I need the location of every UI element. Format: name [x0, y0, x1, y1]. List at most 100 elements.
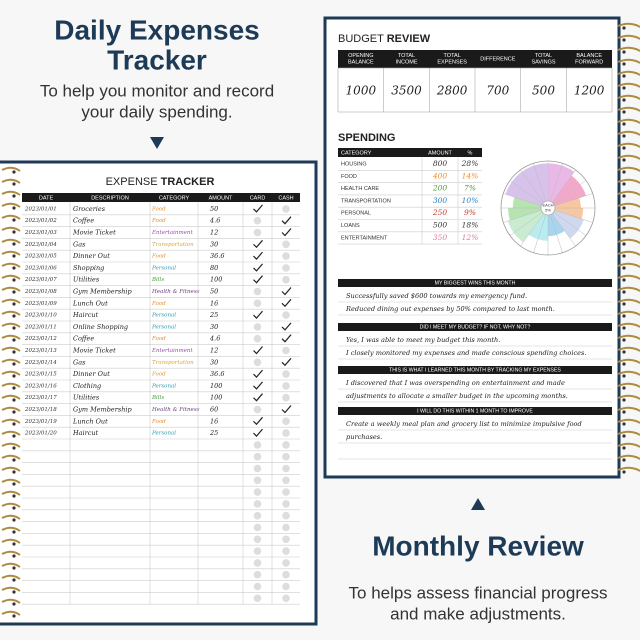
- coil: [1, 310, 21, 316]
- spending-category: ENTERTAINMENT: [341, 235, 388, 241]
- coil: [617, 94, 640, 100]
- date: 2023/01/16: [24, 383, 57, 389]
- wheel-spoke: [533, 207, 549, 253]
- check: [253, 369, 263, 378]
- wheel-fill: [548, 175, 581, 208]
- wheel-spoke: [547, 193, 593, 209]
- section-line: purchases.: [346, 433, 382, 441]
- coil: [617, 226, 640, 232]
- category: Bills: [151, 277, 164, 283]
- column-header: DATE: [39, 195, 54, 201]
- check: [281, 334, 292, 343]
- spending-percent: 10%: [462, 196, 479, 205]
- coil: [617, 406, 640, 412]
- coil: [617, 466, 640, 472]
- amount: 12: [210, 229, 218, 237]
- wheel-fill: [548, 208, 579, 239]
- category: Personal: [151, 265, 176, 271]
- category: Personal: [151, 383, 176, 389]
- coil: [1, 334, 21, 340]
- category: Personal: [151, 313, 176, 319]
- heading-subtitle: and make adjustments.: [390, 604, 566, 623]
- budget-column: TOTAL: [535, 53, 552, 59]
- check-circle: [253, 559, 262, 567]
- left-notebook: [0, 160, 318, 626]
- check-circle: [282, 594, 290, 603]
- check: [253, 239, 263, 249]
- description: Coffee: [73, 335, 94, 343]
- spending-category: HOUSING: [341, 161, 367, 167]
- coil: [617, 274, 640, 280]
- coil-hole: [12, 242, 16, 246]
- wheel-spoke: [509, 180, 549, 209]
- column-header: CASH: [278, 195, 293, 201]
- category: Transportation: [152, 360, 194, 366]
- description: Online Shopping: [73, 323, 128, 331]
- check-circle: [282, 311, 290, 319]
- coil-hole: [12, 266, 16, 270]
- coil: [617, 310, 640, 316]
- check: [253, 416, 263, 426]
- coil: [617, 34, 640, 40]
- coil-hole: [622, 278, 626, 282]
- coil: [1, 490, 21, 496]
- coil-hole: [12, 170, 16, 174]
- spending-amount: 350: [433, 233, 448, 242]
- wheel-spoke: [547, 163, 563, 209]
- coil: [1, 406, 21, 412]
- coil-hole: [622, 266, 626, 270]
- wheel-fill: [507, 208, 548, 233]
- description: Movie Ticket: [72, 347, 116, 355]
- check-circle: [282, 417, 290, 426]
- spending-column: %: [468, 150, 473, 156]
- coil-hole: [12, 494, 16, 498]
- coil: [617, 346, 640, 352]
- coil-hole: [622, 398, 626, 402]
- spending-percent: 12%: [462, 233, 479, 242]
- spending-amount: 400: [432, 171, 448, 180]
- check-circle: [282, 570, 290, 579]
- check: [253, 263, 263, 272]
- check-circle: [253, 228, 262, 237]
- coil-hole: [12, 446, 16, 450]
- section-heading: DID I MEET MY BUDGET? IF NOT, WHY NOT?: [420, 325, 531, 331]
- check-circle: [282, 370, 290, 378]
- coil-hole: [622, 218, 626, 222]
- section-line: Successfully saved $600 towards my emerg…: [346, 292, 527, 300]
- wheel-spoke: [520, 207, 549, 247]
- coil-hole: [12, 554, 16, 558]
- coil-hole: [622, 26, 626, 30]
- coil: [617, 322, 640, 328]
- coil: [617, 70, 640, 76]
- coil-hole: [622, 374, 626, 378]
- check-circle: [253, 523, 262, 532]
- spending-amount: 200: [432, 184, 448, 193]
- coil-hole: [622, 338, 626, 342]
- coil: [1, 286, 21, 292]
- category: Entertainment: [151, 348, 193, 354]
- spending-percent: 9%: [464, 208, 476, 217]
- coil: [617, 118, 640, 124]
- check: [253, 275, 263, 284]
- check-circle: [282, 582, 290, 591]
- category: Entertainment: [151, 230, 193, 236]
- wheel-spoke: [520, 169, 549, 209]
- coil: [1, 298, 21, 304]
- coil-hole: [622, 38, 626, 42]
- description: Clothing: [73, 382, 101, 390]
- wheel-fill: [548, 208, 584, 231]
- category: Food: [151, 254, 166, 260]
- budget-header: [338, 50, 612, 68]
- check-circle: [253, 323, 262, 331]
- spending-category: LOANS: [341, 223, 360, 229]
- section-heading: I WILL DO THIS WITHIN 1 MONTH TO IMPROVE: [417, 409, 533, 415]
- check: [281, 405, 292, 414]
- coil-hole: [12, 506, 16, 510]
- check: [253, 381, 263, 390]
- coil-hole: [622, 206, 626, 210]
- section-bar: [338, 323, 612, 331]
- category: Food: [151, 206, 166, 212]
- budget-column: BALANCE: [348, 60, 374, 66]
- coil-hole: [12, 518, 16, 522]
